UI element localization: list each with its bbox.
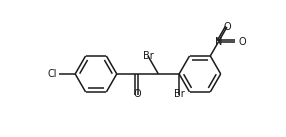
Text: O: O [238, 37, 246, 47]
Text: Br: Br [143, 51, 153, 61]
Text: Cl: Cl [47, 69, 57, 79]
Text: Br: Br [174, 89, 184, 99]
Text: O: O [223, 22, 231, 32]
Text: N: N [215, 37, 222, 47]
Text: O: O [134, 89, 141, 99]
